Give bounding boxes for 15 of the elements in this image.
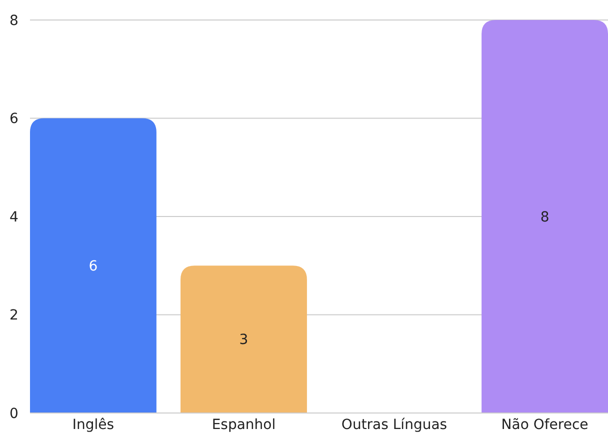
x-tick-label: Não Oferece bbox=[501, 417, 588, 433]
bar bbox=[30, 118, 156, 413]
data-label: 3 bbox=[239, 332, 248, 348]
x-tick-label: Inglês bbox=[72, 417, 114, 433]
data-label: 8 bbox=[540, 209, 550, 226]
data-label: 6 bbox=[88, 258, 98, 275]
bar bbox=[482, 20, 608, 413]
x-tick-label: Espanhol bbox=[212, 417, 276, 433]
y-tick-label: 2 bbox=[10, 308, 18, 324]
y-tick-label: 8 bbox=[10, 12, 18, 29]
y-tick-label: 0 bbox=[10, 406, 18, 422]
y-tick-label: 4 bbox=[10, 209, 19, 226]
x-tick-label: Outras Línguas bbox=[341, 417, 448, 433]
bar bbox=[180, 266, 307, 413]
y-tick-label: 6 bbox=[10, 111, 19, 128]
